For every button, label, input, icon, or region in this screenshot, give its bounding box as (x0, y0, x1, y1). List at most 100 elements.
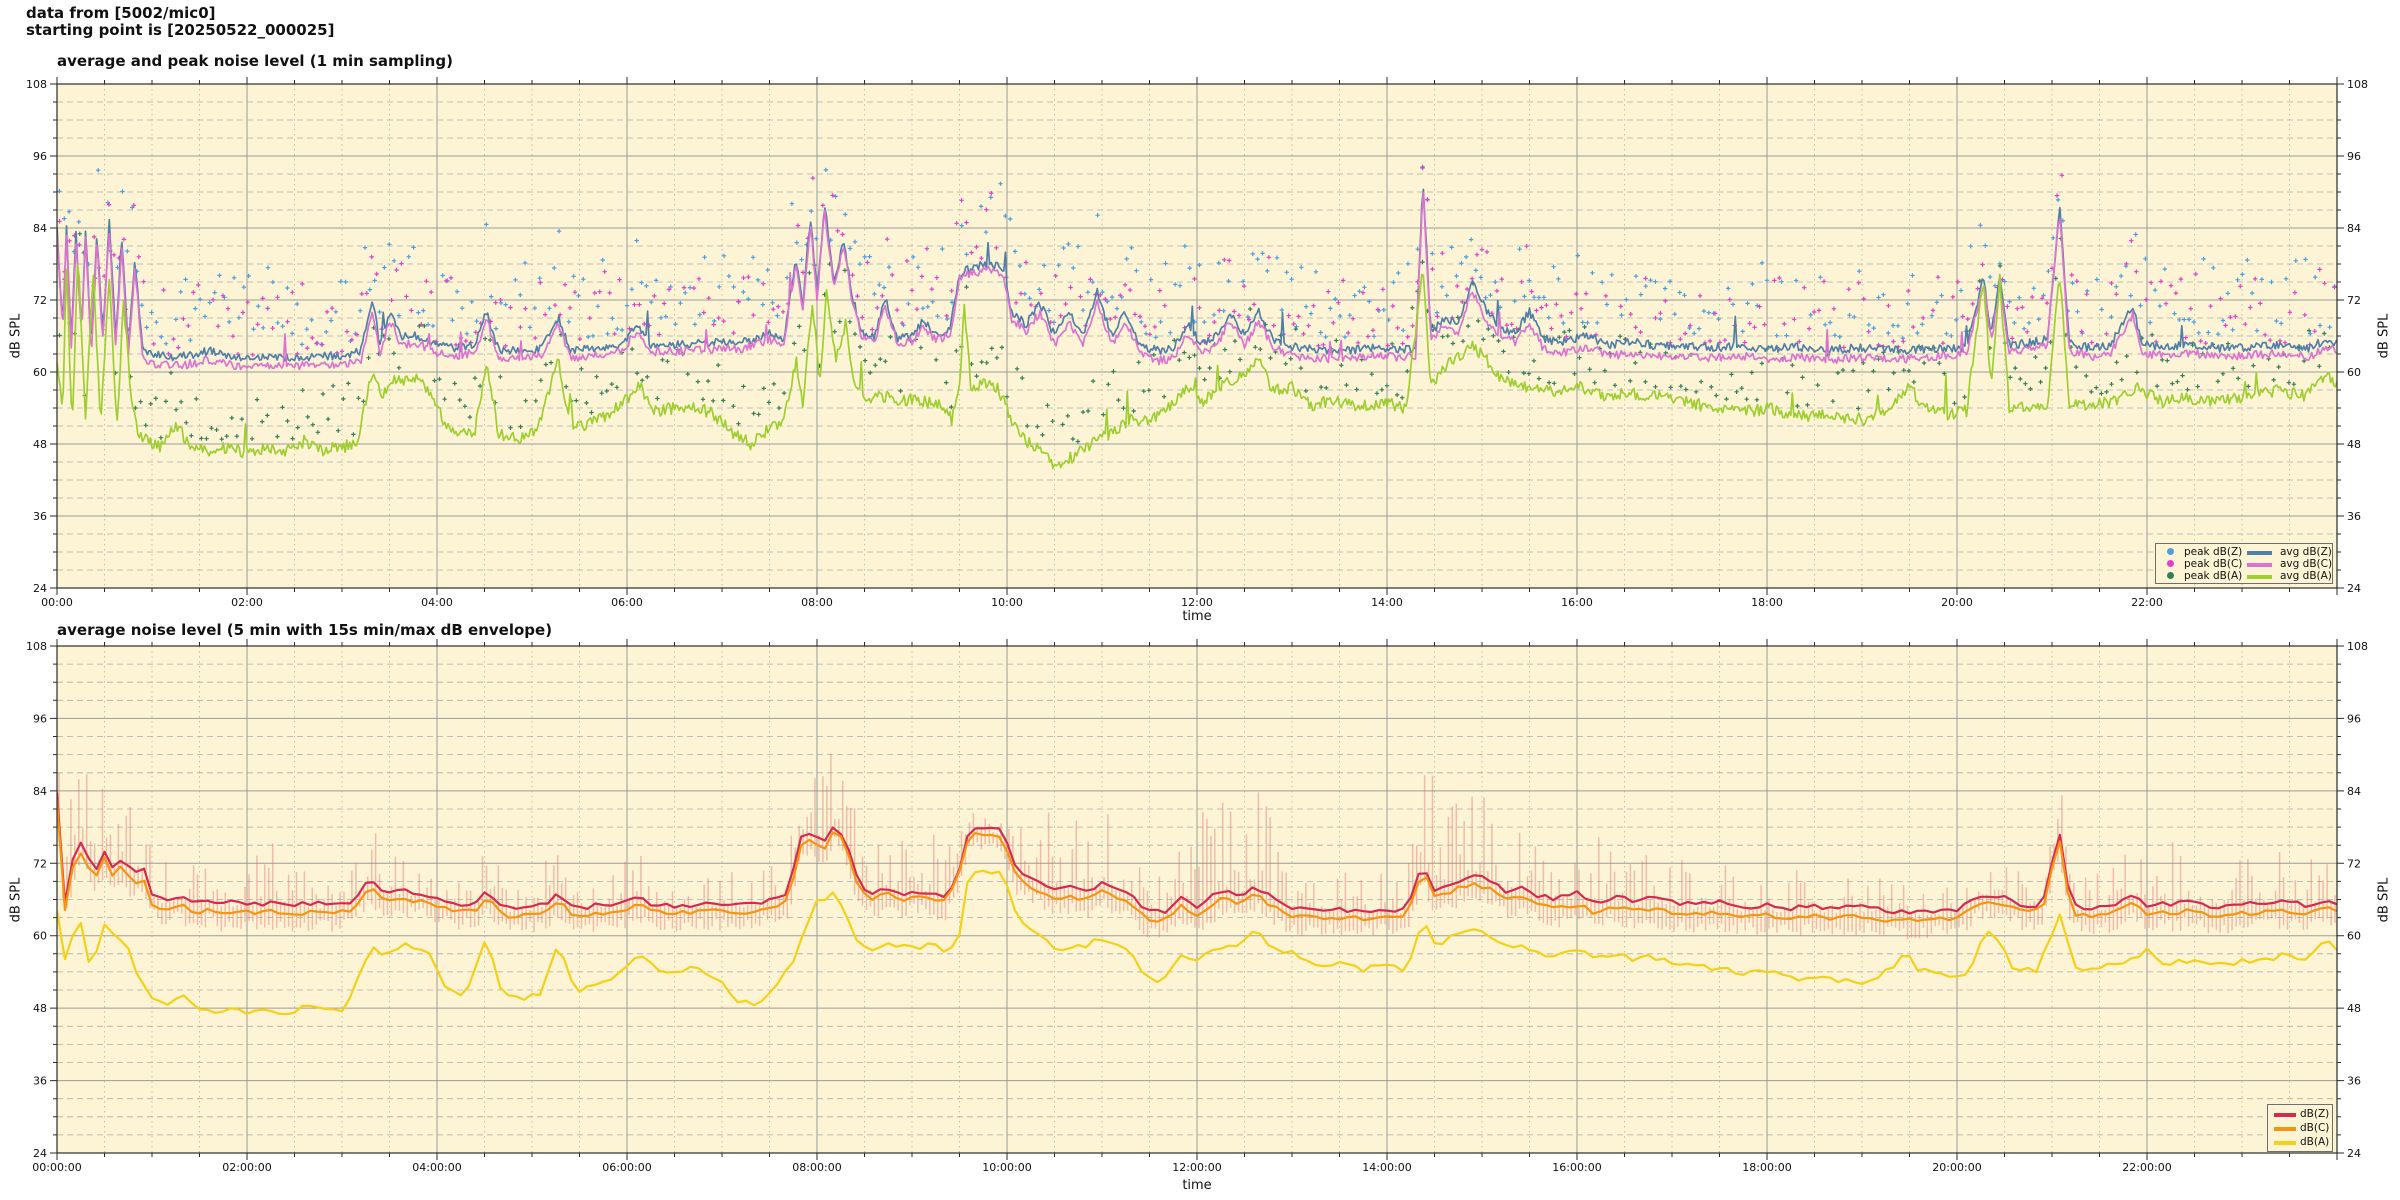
ytick-label-right: 24 (2347, 1147, 2361, 1160)
xtick-label: 06:00:00 (602, 1161, 651, 1174)
ytick-label-right: 36 (2347, 1075, 2361, 1088)
ytick-label-left: 36 (33, 1075, 47, 1088)
axis-ticks (50, 77, 2344, 595)
legend-label-peak-dbz: peak dB(Z) (2184, 546, 2243, 558)
legend-label-peak-dbc: peak dB(C) (2184, 558, 2243, 570)
chart2-ylabel-left: dB SPL (8, 877, 24, 923)
chart1-ylabel-left: dB SPL (8, 313, 24, 359)
chart1-legend: peak dB(Z) avg dB(Z) peak dB(C) avg dB(C… (2155, 543, 2333, 584)
xtick-label: 22:00 (2131, 596, 2163, 609)
ytick-label-left: 84 (33, 222, 47, 235)
legend-line-swatch-dbz (2274, 1113, 2296, 1117)
chart2-series (57, 753, 2337, 1016)
legend-row: dB(Z) (2272, 1107, 2330, 1121)
xtick-label: 00:00:00 (32, 1161, 81, 1174)
axis-ticks (50, 639, 2344, 1160)
xtick-label: 14:00:00 (1362, 1161, 1411, 1174)
xtick-label: 18:00:00 (1742, 1161, 1791, 1174)
ytick-label-left: 36 (33, 510, 47, 523)
xtick-label: 06:00 (611, 596, 643, 609)
ytick-label-right: 72 (2347, 294, 2361, 307)
plot-border (56, 83, 2338, 589)
ytick-label-right: 48 (2347, 438, 2361, 451)
ytick-label-right: 84 (2347, 785, 2361, 798)
xtick-label: 10:00 (991, 596, 1023, 609)
series-db-c- (57, 800, 2337, 923)
chart1-xlabel: time (1182, 609, 1212, 624)
chart2-plot: 24 24 36 36 48 48 60 60 72 72 84 84 96 96 108 108 00:00:… (26, 639, 2368, 1174)
xtick-label: 08:00 (801, 596, 833, 609)
xtick-label: 08:00:00 (792, 1161, 841, 1174)
ytick-label-right: 108 (2347, 640, 2368, 653)
chart2-legend: dB(Z) dB(C) dB(A) (2267, 1104, 2333, 1152)
ytick-label-right: 108 (2347, 78, 2368, 91)
ytick-label-right: 36 (2347, 510, 2361, 523)
series-db-a- (57, 869, 2337, 1016)
ytick-label-right: 60 (2347, 930, 2361, 943)
xtick-label: 12:00:00 (1172, 1161, 1221, 1174)
header-data-source: data from [5002/mic0] (26, 4, 216, 22)
ytick-label-right: 24 (2347, 582, 2361, 595)
legend-line-swatch-avg-dbc (2247, 563, 2272, 567)
series-peak-db-z- (57, 164, 2337, 347)
legend-point-swatch-peak-dbc (2167, 560, 2174, 567)
legend-point-swatch-peak-dba (2167, 572, 2174, 579)
legend-label-avg-dbz: avg dB(Z) (2280, 546, 2332, 558)
series-avg-db-z- (57, 188, 2337, 362)
chart2-title: average noise level (5 min with 15s min/… (57, 621, 553, 639)
xtick-label: 22:00:00 (2122, 1161, 2171, 1174)
xtick-label: 10:00:00 (982, 1161, 1031, 1174)
ytick-label-left: 48 (33, 1002, 47, 1015)
ytick-label-left: 96 (33, 712, 47, 725)
ytick-label-right: 72 (2347, 857, 2361, 870)
ytick-label-right: 48 (2347, 1002, 2361, 1015)
xtick-label: 20:00 (1941, 596, 1973, 609)
ytick-label-left: 96 (33, 150, 47, 163)
ytick-label-left: 84 (33, 785, 47, 798)
chart2-ylabel-right: dB SPL (2376, 877, 2392, 923)
legend-label-dba: dB(A) (2300, 1136, 2330, 1148)
plot-border (56, 645, 2338, 1154)
chart1-tick-labels: 24 24 36 36 48 48 60 60 72 72 84 84 96 96 108 108 00:00 0… (26, 78, 2368, 609)
legend-row: peak dB(C) avg dB(C) (2160, 558, 2332, 570)
legend-label-dbc: dB(C) (2300, 1122, 2330, 1134)
chart2-tick-labels: 24 24 36 36 48 48 60 60 72 72 84 84 96 96 108 108 00:00:… (26, 640, 2368, 1174)
xtick-label: 04:00 (421, 596, 453, 609)
ytick-label-left: 60 (33, 366, 47, 379)
ytick-label-left: 108 (26, 640, 47, 653)
series-avg-db-a- (57, 264, 2337, 470)
ytick-label-left: 72 (33, 857, 47, 870)
chart1-plot: 24 24 36 36 48 48 60 60 72 72 84 84 96 96 108 108 00:00 0… (26, 77, 2368, 609)
xtick-label: 16:00 (1561, 596, 1593, 609)
ytick-label-left: 24 (33, 1147, 47, 1160)
legend-label-avg-dbc: avg dB(C) (2280, 558, 2333, 570)
legend-row: dB(C) (2272, 1121, 2330, 1135)
xtick-label: 02:00:00 (222, 1161, 271, 1174)
ytick-label-right: 96 (2347, 712, 2361, 725)
legend-point-swatch-peak-dbz (2167, 548, 2174, 555)
legend-label-peak-dba: peak dB(A) (2184, 570, 2243, 582)
legend-line-swatch-dbc (2274, 1127, 2296, 1131)
xtick-label: 12:00 (1181, 596, 1213, 609)
header: data from [5002/mic0] starting point is … (26, 5, 334, 39)
series-avg-db-c- (57, 191, 2337, 371)
xtick-label: 00:00 (41, 596, 73, 609)
xtick-label: 20:00:00 (1932, 1161, 1981, 1174)
chart1-title: average and peak noise level (1 min samp… (57, 52, 453, 70)
series-db-z- (57, 792, 2337, 915)
ytick-label-left: 24 (33, 582, 47, 595)
xtick-label: 14:00 (1371, 596, 1403, 609)
legend-label-dbz: dB(Z) (2300, 1108, 2330, 1120)
legend-line-swatch-dba (2274, 1141, 2296, 1145)
ytick-label-left: 108 (26, 78, 47, 91)
legend-row: dB(A) (2272, 1135, 2330, 1149)
xtick-label: 02:00 (231, 596, 263, 609)
xtick-label: 04:00:00 (412, 1161, 461, 1174)
header-starting-point: starting point is [20250522_000025] (26, 21, 335, 39)
ytick-label-left: 60 (33, 930, 47, 943)
chart2-xlabel: time (1182, 1178, 1212, 1193)
ytick-label-left: 72 (33, 294, 47, 307)
legend-line-swatch-avg-dba (2247, 575, 2272, 579)
